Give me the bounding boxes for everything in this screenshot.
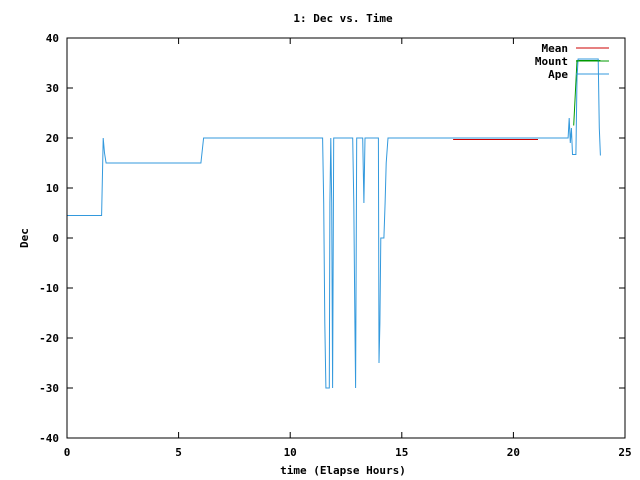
y-axis-label: Dec [18, 228, 31, 248]
y-tick-label-3: -10 [39, 282, 59, 295]
x-tick-label-1: 5 [175, 446, 182, 459]
x-tick-label-4: 20 [507, 446, 520, 459]
plot-area: 0 5 10 15 20 25 -40 -30 -20 -10 0 10 20 30 40 MeanMount… [39, 32, 632, 459]
y-tick-label-8: 40 [46, 32, 59, 45]
series-line-ape [67, 58, 601, 389]
chart-title: 1: Dec vs. Time [293, 12, 393, 25]
x-tick-label-2: 10 [284, 446, 297, 459]
legend-label-mount: Mount [535, 55, 568, 68]
y-tick-label-2: -20 [39, 332, 59, 345]
y-tick-label-5: 10 [46, 182, 59, 195]
legend-label-ape: Ape [548, 68, 568, 81]
y-tick-label-0: -40 [39, 432, 59, 445]
x-axis-label: time (Elapse Hours) [280, 464, 406, 477]
x-tick-label-3: 15 [395, 446, 408, 459]
y-tick-label-6: 20 [46, 132, 59, 145]
legend-label-mean: Mean [542, 42, 569, 55]
x-tick-label-5: 25 [618, 446, 631, 459]
plot-border [66, 37, 626, 439]
y-tick-label-1: -30 [39, 382, 59, 395]
y-tick-label-7: 30 [46, 82, 59, 95]
y-tick-label-4: 0 [52, 232, 59, 245]
x-tick-label-0: 0 [64, 446, 71, 459]
